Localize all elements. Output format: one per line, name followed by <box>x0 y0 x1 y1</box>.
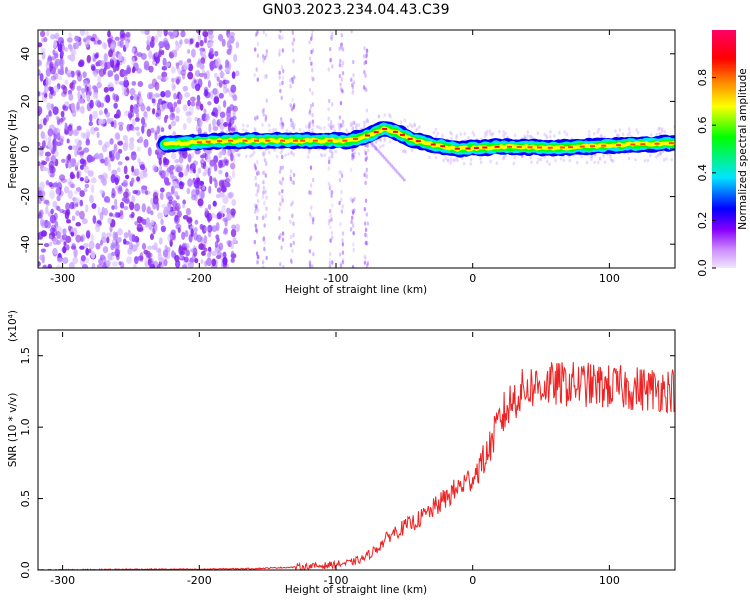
snr-x-tick-label: -100 <box>324 574 349 587</box>
spectrogram-y-label: Frequency (Hz) <box>7 109 19 188</box>
spectrogram-y-tick-label: 40 <box>19 47 32 61</box>
snr-x-label: Height of straight line (km) <box>285 584 427 596</box>
spectrogram-y-tick-label: 0 <box>19 146 32 153</box>
colorbar-tick-label: 0.4 <box>696 164 709 182</box>
spectrogram-x-tick-label: -200 <box>187 272 212 285</box>
colorbar-tick-label: 0.2 <box>696 212 709 230</box>
snr-y-ticks: 0.0 0.5 1.0 1.5 <box>19 347 675 579</box>
spectrogram-x-tick-label: 0 <box>469 272 476 285</box>
snr-y-tick-label: 0.0 <box>19 561 32 579</box>
snr-x-tick-label: 0 <box>469 574 476 587</box>
snr-y-tick-label: 0.5 <box>19 490 32 508</box>
colorbar: 0.0 0.2 0.4 0.6 0.8 Normalized spectral ampl… <box>696 30 749 277</box>
snr-scale-label: (x10⁴) <box>7 310 19 342</box>
snr-x-ticks: -300 -200 -100 0 100 <box>50 332 620 587</box>
snr-y-label: SNR (10 * v/v) <box>7 393 19 468</box>
spectrogram-y-tick-label: 20 <box>19 94 32 108</box>
colorbar-gradient <box>712 30 736 268</box>
colorbar-tick-label: 0.6 <box>696 116 709 134</box>
spectrogram-y-ticks: -40 -20 0 20 40 <box>19 47 675 253</box>
spectrogram-y-tick-label: -20 <box>19 188 32 206</box>
snr-x-tick-label: -300 <box>50 574 75 587</box>
colorbar-tick-label: 0.8 <box>696 69 709 87</box>
spectrogram-x-ticks: -300 -200 -100 0 100 <box>50 30 620 285</box>
spectrogram-plot-area <box>38 30 675 268</box>
colorbar-label: Normalized spectral amplitude <box>737 68 749 229</box>
spectrogram-x-tick-label: -300 <box>50 272 75 285</box>
snr-panel: -300 -200 -100 0 100 0.0 0.5 1.0 1.5 Height of … <box>7 310 676 596</box>
snr-y-tick-label: 1.0 <box>19 418 32 436</box>
spectrogram-x-tick-label: 100 <box>599 272 620 285</box>
snr-series-line <box>38 362 675 570</box>
spectrogram-x-tick-label: -100 <box>324 272 349 285</box>
snr-x-tick-label: 100 <box>599 574 620 587</box>
colorbar-tick-label: 0.0 <box>696 259 709 277</box>
spectrogram-x-label: Height of straight line (km) <box>285 284 427 296</box>
snr-frame <box>37 329 676 571</box>
snr-y-tick-label: 1.5 <box>19 347 32 365</box>
snr-x-tick-label: -200 <box>187 574 212 587</box>
colorbar-ticks: 0.0 0.2 0.4 0.6 0.8 <box>696 69 716 277</box>
spectrogram-y-tick-label: -40 <box>19 235 32 253</box>
chart-title: GN03.2023.234.04.43.C39 <box>263 2 450 18</box>
